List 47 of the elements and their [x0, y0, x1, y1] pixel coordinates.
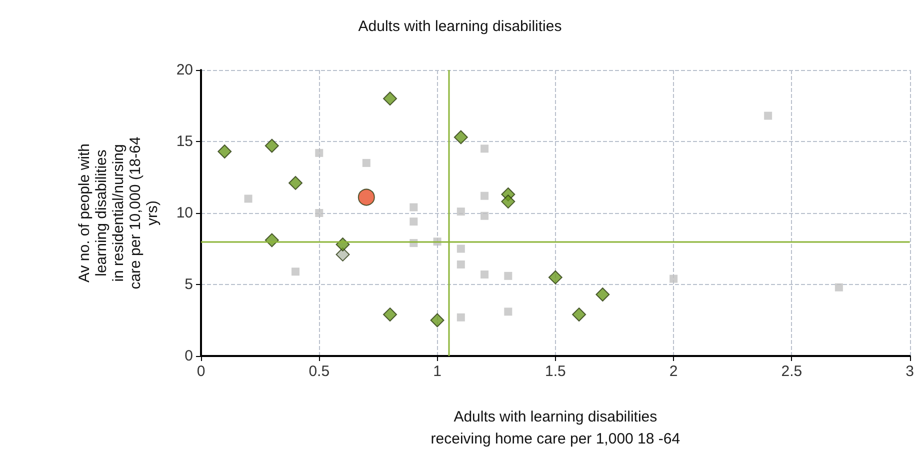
- x-tick-label: 2.5: [781, 363, 802, 380]
- point: [315, 148, 324, 157]
- point: [834, 283, 843, 292]
- x-tick-label: 1.5: [544, 363, 566, 380]
- point: [501, 194, 516, 209]
- y-tick-label: 15: [176, 133, 193, 150]
- point: [410, 203, 418, 212]
- point: [358, 188, 375, 206]
- x-axis-title: Adults with learning disabilities receiving home care per 1,000 18 -64: [430, 408, 680, 448]
- x-tick-label: 0: [196, 363, 206, 380]
- point: [383, 92, 398, 106]
- y-tick-label: 20: [176, 62, 193, 78]
- point: [456, 208, 465, 216]
- x-tick-label: 2: [669, 363, 678, 380]
- point: [454, 130, 468, 144]
- point: [480, 144, 489, 153]
- x-tick-label: 1: [433, 363, 442, 380]
- point: [670, 274, 678, 283]
- y-tick-label: 10: [176, 204, 193, 222]
- point: [572, 308, 586, 322]
- point: [292, 268, 300, 276]
- point: [456, 260, 465, 268]
- point: [383, 308, 398, 322]
- y-tick-label: 0: [184, 348, 193, 364]
- point: [362, 158, 370, 167]
- point: [456, 313, 465, 322]
- point: [764, 112, 772, 120]
- y-axis-title: Av no. of people with learning disabilities in residential/nursing care per 10,000 (18-64 yrs): [76, 136, 161, 290]
- x-tick-label: 3: [906, 363, 914, 380]
- point: [244, 194, 252, 203]
- point: [315, 209, 324, 217]
- point: [430, 313, 444, 328]
- point: [456, 244, 465, 253]
- point: [480, 212, 489, 220]
- y-tick-label: 5: [184, 276, 193, 293]
- point: [264, 138, 279, 153]
- point: [480, 192, 489, 200]
- point: [218, 144, 232, 159]
- point: [410, 218, 418, 226]
- point: [504, 272, 512, 280]
- point: [288, 176, 303, 190]
- point: [548, 270, 562, 284]
- x-tick-label: 0.5: [308, 363, 330, 380]
- chart-title: Adults with learning disabilities: [358, 18, 562, 35]
- point: [596, 288, 610, 302]
- point: [504, 308, 512, 316]
- point: [480, 270, 489, 278]
